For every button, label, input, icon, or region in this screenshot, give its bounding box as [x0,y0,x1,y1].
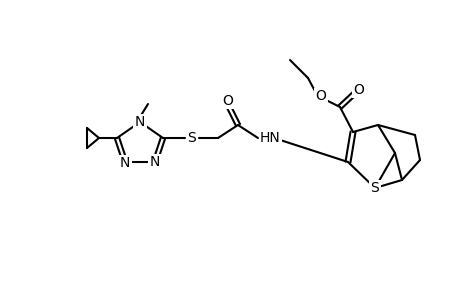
Text: O: O [222,94,233,108]
Text: HN: HN [259,131,280,145]
Text: S: S [187,131,196,145]
Text: O: O [315,89,326,103]
Text: O: O [353,83,364,97]
Text: S: S [370,181,379,195]
Text: N: N [150,155,160,169]
Text: N: N [134,115,145,129]
Text: N: N [119,156,130,170]
